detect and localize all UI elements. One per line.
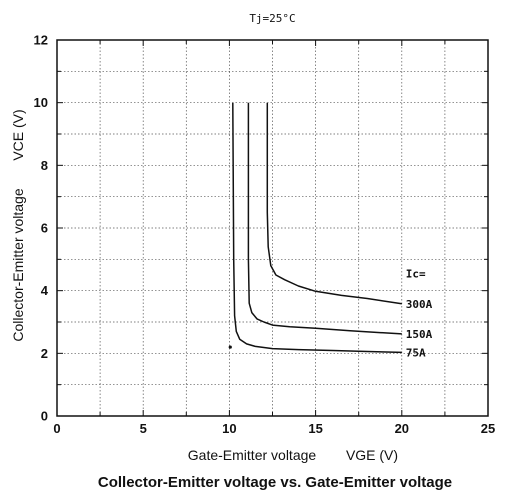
series-lines: [228, 102, 402, 354]
series-label-75a: 75A: [406, 346, 426, 359]
y-axis-symbol: VCE (V): [10, 109, 26, 160]
x-tick-label: 10: [222, 421, 236, 436]
series-labels: 75A 150A 300A: [406, 298, 433, 360]
y-tick-label: 10: [34, 95, 48, 110]
y-axis-title: Collector-Emitter voltage: [10, 188, 26, 341]
x-tick-label: 20: [395, 421, 409, 436]
y-tick-label: 2: [41, 346, 48, 361]
y-tick-label: 8: [41, 158, 48, 173]
y-tick-label: 6: [41, 221, 48, 236]
condition-label: Tj=25°C: [249, 12, 295, 25]
series-label-300a: 300A: [406, 298, 433, 311]
x-axis-symbol: VGE (V): [346, 447, 398, 463]
x-tick-label: 0: [53, 421, 60, 436]
x-tick-label: 5: [140, 421, 147, 436]
y-tick-label: 4: [41, 283, 49, 298]
x-axis-title: Gate-Emitter voltage: [188, 447, 317, 463]
y-tick-label: 0: [41, 409, 48, 424]
series-line-300a: [266, 102, 402, 305]
x-tick-label: 25: [481, 421, 495, 436]
axis-ticks: 0 5 10 15 20 25 0 2 4 6 8 10 12: [34, 33, 496, 437]
curve-marker-dot: [228, 345, 232, 349]
series-label-150a: 150A: [406, 328, 433, 341]
series-group-label: Ic=: [406, 268, 426, 281]
x-tick-label: 15: [308, 421, 322, 436]
grid: [57, 40, 488, 416]
series-line-150a: [247, 102, 402, 335]
y-tick-label: 12: [34, 33, 48, 48]
series-line-75a: [232, 102, 402, 354]
chart-title: Collector-Emitter voltage vs. Gate-Emitt…: [98, 474, 452, 491]
